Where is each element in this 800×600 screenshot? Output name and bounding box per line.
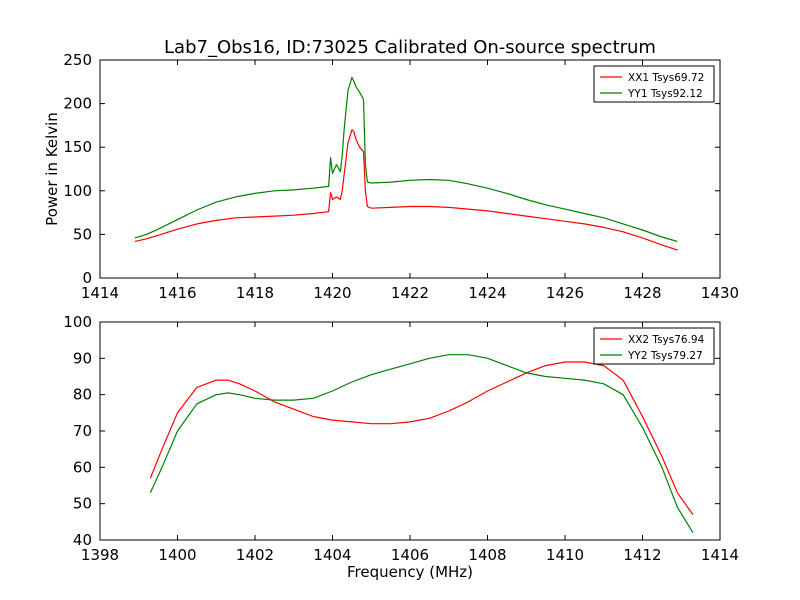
bottom-series-group bbox=[149, 354, 694, 534]
top-x-tick-label: 1426 bbox=[546, 284, 584, 302]
bottom-y-tick-label: 80 bbox=[73, 386, 92, 404]
top-series-line-2 bbox=[134, 76, 678, 242]
top-y-tick-label: 200 bbox=[63, 95, 92, 113]
top-y-tick-label: 50 bbox=[73, 225, 92, 243]
bottom-x-tick-label: 1410 bbox=[546, 546, 584, 564]
top-series-line-1 bbox=[134, 129, 678, 251]
bottom-x-axis-label: Frequency (MHz) bbox=[347, 563, 473, 581]
top-legend-label-2: YY1 Tsys92.12 bbox=[627, 88, 703, 100]
top-legend-label-1: XX1 Tsys69.72 bbox=[628, 72, 704, 84]
bottom-x-tick-label: 1406 bbox=[391, 546, 429, 564]
bottom-legend: XX2 Tsys76.94 YY2 Tsys79.27 bbox=[593, 327, 715, 365]
bottom-y-tick-label: 70 bbox=[73, 422, 92, 440]
top-y-axis-label: Power in Kelvin bbox=[43, 112, 61, 226]
top-series-group bbox=[134, 76, 678, 251]
top-x-tick-label: 1418 bbox=[236, 284, 274, 302]
top-y-tick-label: 250 bbox=[63, 51, 92, 69]
top-x-tick-label: 1414 bbox=[81, 284, 119, 302]
top-legend: XX1 Tsys69.72 YY1 Tsys92.12 bbox=[593, 65, 715, 103]
bottom-y-tick-label: 100 bbox=[63, 313, 92, 331]
bottom-x-tick-label: 1408 bbox=[468, 546, 506, 564]
top-x-tick-label: 1416 bbox=[158, 284, 196, 302]
bottom-x-tick-label: 1404 bbox=[313, 546, 351, 564]
bottom-series-line-2 bbox=[149, 354, 694, 534]
bottom-y-tick-label: 90 bbox=[73, 349, 92, 367]
top-y-tick-label: 0 bbox=[82, 269, 92, 287]
bottom-y-tick-label: 40 bbox=[73, 531, 92, 549]
top-x-tick-label: 1424 bbox=[468, 284, 506, 302]
top-legend-box bbox=[593, 65, 715, 103]
bottom-y-tick-label: 60 bbox=[73, 458, 92, 476]
bottom-spectrum-plot: 1398 1400 1402 1404 1406 1408 1410 1412 1414 40 50… bbox=[63, 313, 739, 581]
top-y-tick-label: 150 bbox=[63, 138, 92, 156]
figure-title: Lab7_Obs16, ID:73025 Calibrated On-sourc… bbox=[164, 37, 656, 58]
bottom-y-tick-label: 50 bbox=[73, 495, 92, 513]
top-spectrum-plot: 1414 1416 1418 1420 1422 1424 1426 1428 1430 0 50 1… bbox=[43, 51, 739, 302]
bottom-legend-label-2: YY2 Tsys79.27 bbox=[627, 350, 703, 362]
bottom-x-tick-label: 1398 bbox=[81, 546, 119, 564]
top-y-tick-label: 100 bbox=[63, 182, 92, 200]
bottom-x-tick-label: 1412 bbox=[623, 546, 661, 564]
bottom-legend-box bbox=[593, 327, 715, 365]
bottom-x-tick-label: 1400 bbox=[158, 546, 196, 564]
top-x-tick-label: 1420 bbox=[313, 284, 351, 302]
top-x-tick-label: 1422 bbox=[391, 284, 429, 302]
bottom-series-line-1 bbox=[149, 361, 694, 515]
bottom-x-tick-label: 1402 bbox=[236, 546, 274, 564]
top-x-tick-label: 1428 bbox=[623, 284, 661, 302]
top-x-tick-label: 1430 bbox=[701, 284, 739, 302]
bottom-legend-label-1: XX2 Tsys76.94 bbox=[628, 334, 705, 346]
bottom-x-tick-label: 1414 bbox=[701, 546, 739, 564]
